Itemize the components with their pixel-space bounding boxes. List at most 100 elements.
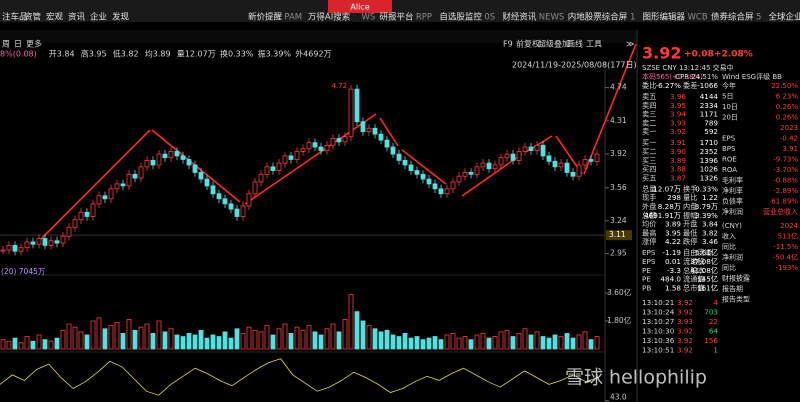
menu-item[interactable]: 研报平台 bbox=[380, 12, 414, 23]
candle bbox=[594, 153, 600, 162]
menu-item[interactable]: 全球企业库 bbox=[769, 12, 800, 23]
menu-item[interactable]: 图形编辑器 bbox=[643, 12, 686, 23]
candle bbox=[540, 144, 546, 157]
candle bbox=[492, 164, 498, 170]
volume-bar bbox=[306, 325, 312, 350]
volume-bar bbox=[234, 328, 240, 350]
candle bbox=[132, 173, 138, 179]
candle bbox=[24, 241, 30, 249]
volume-bar bbox=[414, 336, 420, 350]
menu-item[interactable]: 发现 bbox=[112, 12, 130, 23]
menu-code[interactable]: 5 bbox=[756, 13, 761, 23]
volume-bar bbox=[192, 334, 198, 350]
row-label: 流通股 bbox=[683, 257, 705, 266]
side-label: 收入 bbox=[722, 232, 736, 241]
row-value: 37.08亿 bbox=[690, 257, 718, 266]
volume-bar bbox=[582, 331, 588, 350]
arrow bbox=[39, 129, 151, 241]
toolbar-item[interactable]: 周 bbox=[2, 40, 10, 49]
side-value: 3.91 bbox=[782, 145, 798, 153]
row-label: 买一 bbox=[642, 138, 656, 147]
user-tab[interactable] bbox=[328, 0, 392, 13]
volume-bar bbox=[438, 339, 444, 350]
volume-bar bbox=[162, 331, 168, 350]
side-value: -9.73% bbox=[773, 156, 798, 164]
toolbar bbox=[0, 30, 637, 43]
menu-item[interactable]: 企业 bbox=[90, 12, 107, 23]
volume-bar bbox=[180, 336, 186, 350]
side-value: 0.26% bbox=[776, 103, 799, 111]
menu-bar bbox=[0, 0, 800, 22]
menu-item[interactable]: 财经资讯 bbox=[502, 12, 537, 23]
toolbar-item[interactable]: 工具 bbox=[586, 40, 602, 49]
row-volume: 789 bbox=[704, 118, 718, 127]
volume-bar bbox=[558, 336, 564, 350]
candle bbox=[354, 88, 360, 123]
arrow bbox=[401, 149, 447, 185]
candle bbox=[264, 166, 270, 175]
toolbar-item[interactable]: 画线 bbox=[567, 39, 583, 49]
tick-price: 3.92 bbox=[677, 298, 693, 307]
candle bbox=[486, 162, 492, 170]
row-price: 3.94 bbox=[670, 110, 686, 119]
menu-item[interactable]: 宏观 bbox=[46, 12, 64, 23]
menu-item[interactable]: 资讯 bbox=[68, 12, 86, 23]
volume-bar bbox=[336, 331, 342, 350]
volume-bar bbox=[498, 331, 504, 350]
toolbar-item[interactable]: F9 bbox=[503, 40, 513, 49]
side-label: 净利润 bbox=[722, 207, 743, 216]
menu-item[interactable]: 自选股监控 bbox=[439, 12, 482, 23]
menu-code[interactable]: 0S bbox=[484, 13, 495, 23]
info-item: 量12.07万 bbox=[177, 50, 216, 59]
menu-item[interactable]: 债券综合屏 bbox=[711, 12, 754, 23]
row-label: PE bbox=[642, 275, 651, 284]
candle bbox=[432, 183, 438, 190]
tick-price: 3.92 bbox=[677, 327, 693, 336]
toolbar-item[interactable]: 日 bbox=[14, 40, 22, 49]
menu-code[interactable]: PAM bbox=[284, 13, 302, 23]
toolbar-item[interactable]: 前复权 bbox=[516, 39, 540, 49]
tick-volume: 156 bbox=[704, 336, 718, 345]
candle bbox=[6, 244, 12, 251]
row-volume: 1326 bbox=[700, 173, 719, 182]
side-label: ROE bbox=[722, 156, 737, 164]
side-label: (CNY) bbox=[722, 222, 742, 230]
volume-bar bbox=[54, 337, 60, 350]
menu-item[interactable]: 内地股票综合屏 bbox=[568, 12, 628, 23]
row-label: 卖一 bbox=[642, 127, 656, 136]
info-item: 外4692万 bbox=[295, 49, 331, 59]
candle bbox=[480, 162, 486, 168]
toolbar-item[interactable]: ≫ bbox=[626, 40, 634, 49]
y-tick-label: 3.56 bbox=[610, 183, 627, 192]
candle bbox=[294, 151, 300, 160]
menu-item[interactable]: 资管 bbox=[24, 12, 41, 23]
menu-code[interactable]: WS bbox=[362, 13, 376, 23]
last-price: 3.92 bbox=[642, 44, 681, 63]
row-label: 买四 bbox=[642, 165, 656, 174]
row-label: 卖二 bbox=[642, 118, 656, 127]
volume-bar bbox=[288, 333, 294, 350]
menu-item[interactable]: 新价提醒 bbox=[248, 12, 283, 23]
toolbar-item[interactable]: 超级叠加 bbox=[538, 39, 570, 49]
row-value: 1.22 bbox=[702, 193, 718, 202]
candle bbox=[78, 211, 84, 221]
menu-code[interactable]: RPP bbox=[416, 13, 432, 23]
info-item: 8%(0.08) bbox=[0, 50, 37, 59]
candle bbox=[378, 133, 384, 141]
toolbar-item[interactable]: 更多 bbox=[26, 39, 42, 49]
menu-code[interactable]: 1 bbox=[630, 13, 635, 23]
row-value: 3.95 bbox=[665, 228, 681, 237]
volume-bar bbox=[210, 334, 216, 350]
volume-bar bbox=[540, 336, 546, 350]
menu-code[interactable]: NEWS bbox=[539, 13, 565, 23]
side-head: Wind ESG评级 BB bbox=[722, 72, 782, 81]
candle bbox=[546, 155, 552, 162]
row-label: 跌停 bbox=[683, 237, 697, 246]
user-name[interactable]: Alice bbox=[350, 3, 369, 12]
menu-item[interactable]: 万得AI搜索 bbox=[308, 12, 350, 23]
y-tick-label: 43.0 bbox=[610, 393, 627, 402]
volume-bar bbox=[108, 325, 114, 350]
menu-item[interactable]: 注车品 bbox=[2, 12, 28, 23]
candle bbox=[324, 144, 330, 151]
menu-code[interactable]: WCB bbox=[688, 13, 708, 23]
